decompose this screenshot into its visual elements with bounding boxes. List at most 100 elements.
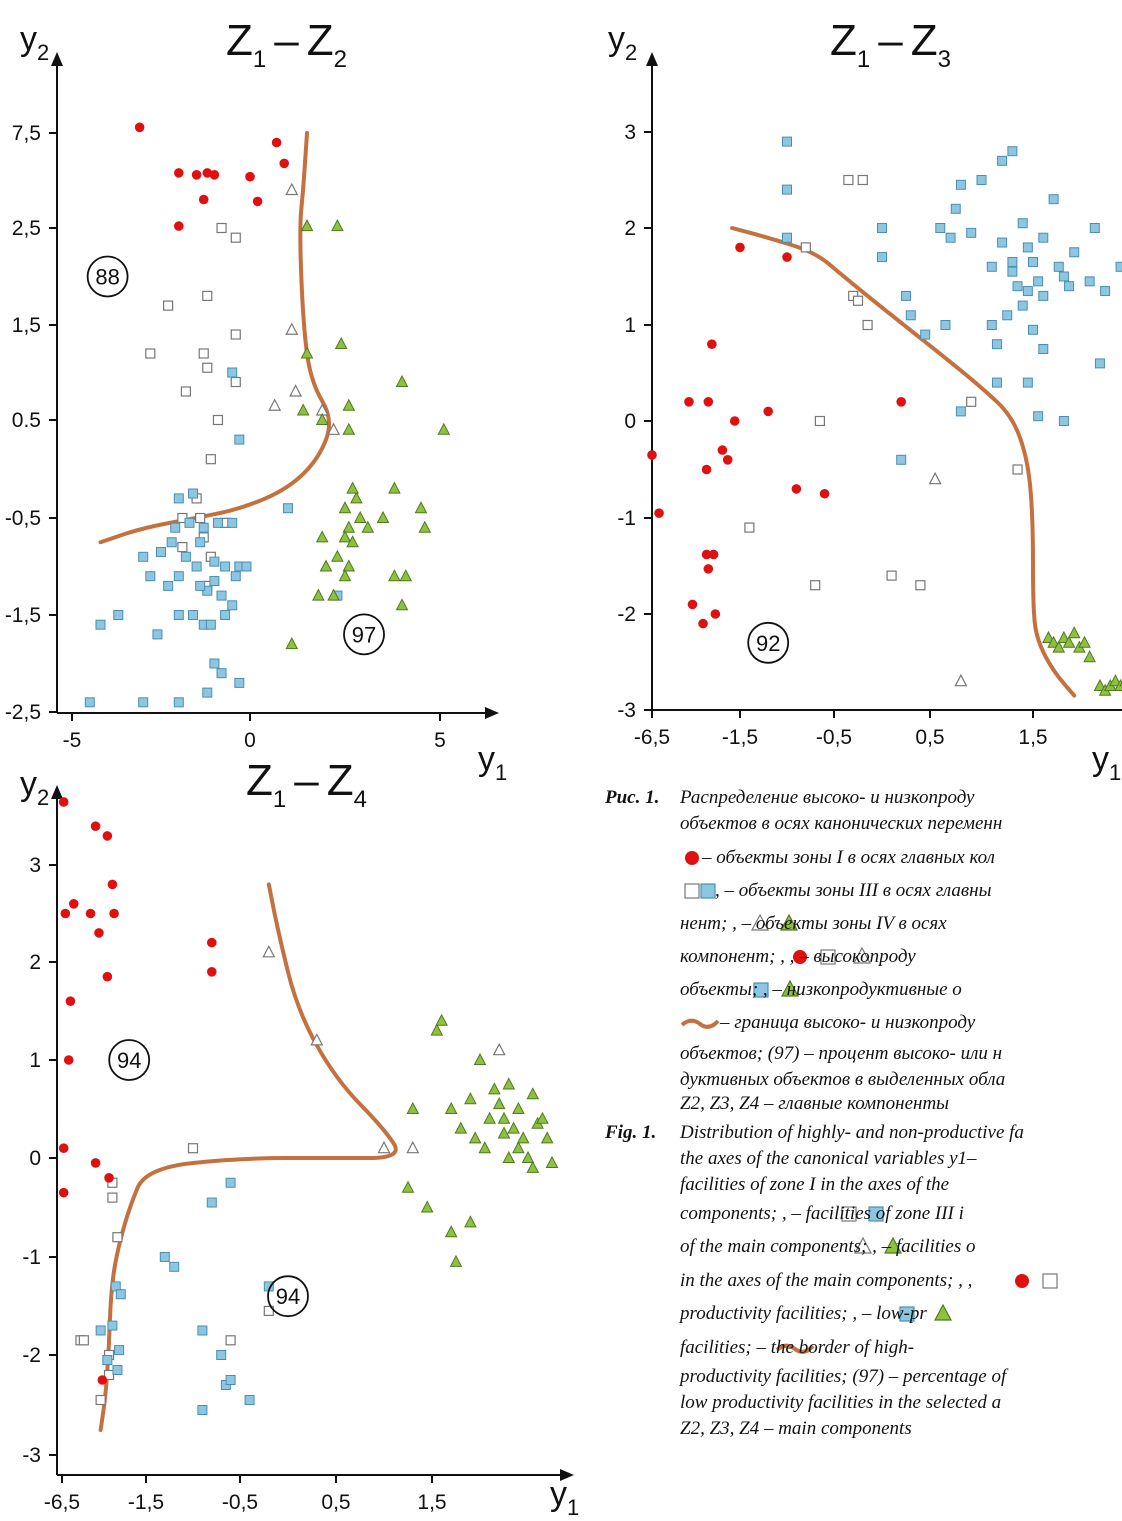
- low-productivity-square-point: [227, 600, 238, 611]
- high-productivity-square-point: [800, 242, 811, 253]
- low-productivity-square-point: [986, 261, 997, 272]
- high-productivity-triangle-point: [928, 471, 942, 485]
- low-productivity-square-point: [152, 629, 163, 640]
- x-tick-label: 0,5: [321, 1491, 350, 1514]
- high-productivity-square-point: [225, 1335, 236, 1346]
- high-productivity-square-point: [744, 522, 755, 533]
- low-productivity-square-point: [212, 517, 223, 528]
- title-dash: –: [274, 16, 299, 65]
- low-productivity-square-point: [209, 556, 220, 567]
- low-productivity-square-point: [173, 493, 184, 504]
- low-productivity-square-point: [209, 576, 220, 587]
- low-productivity-square-point: [114, 1345, 125, 1356]
- high-productivity-triangle-point: [492, 1042, 506, 1056]
- low-productivity-triangle-point: [1083, 650, 1096, 663]
- zone1-circle-point: [90, 821, 101, 831]
- low-productivity-square-point: [782, 184, 792, 195]
- low-productivity-square-point: [1115, 261, 1122, 272]
- low-productivity-square-point: [1028, 256, 1038, 267]
- high-productivity-square-point: [966, 396, 977, 407]
- low-productivity-square-point: [205, 619, 216, 630]
- low-productivity-triangle-point: [512, 1101, 525, 1114]
- green-triangle-icon: [781, 979, 799, 997]
- zone1-circle-point: [654, 508, 664, 518]
- y-tick-label: 0: [29, 1147, 41, 1170]
- y-tick-label: -2,5: [5, 701, 41, 724]
- title-part: Z: [830, 16, 857, 65]
- title-dash: –: [294, 756, 319, 805]
- zone1-circle-point: [65, 996, 76, 1006]
- low-productivity-square-point: [1089, 223, 1100, 233]
- low-productivity-square-point: [197, 1405, 208, 1415]
- low-productivity-square-point: [112, 1365, 123, 1375]
- title-part: Z: [911, 16, 938, 65]
- low-productivity-square-point: [241, 561, 252, 572]
- low-productivity-square-point: [227, 517, 238, 528]
- title-part: Z: [327, 756, 354, 805]
- low-productivity-square-point: [997, 155, 1008, 166]
- low-productivity-square-point: [1002, 310, 1013, 321]
- low-productivity-triangle-point: [388, 569, 401, 582]
- boundary-icon: [775, 1343, 815, 1354]
- low-productivity-triangle-point: [346, 481, 359, 494]
- high-productivity-square-point: [216, 222, 227, 234]
- low-productivity-square-point: [138, 697, 149, 708]
- low-productivity-triangle-point: [1114, 678, 1122, 691]
- low-productivity-triangle-point: [497, 1126, 511, 1139]
- low-productivity-triangle-point: [526, 1087, 540, 1100]
- low-productivity-triangle-point: [437, 422, 451, 435]
- low-productivity-square-point: [1017, 218, 1028, 229]
- zone1-circle-point: [107, 879, 118, 890]
- low-productivity-square-point: [113, 610, 124, 620]
- x-tick-label: 5: [434, 729, 446, 752]
- boundary-curve: [98, 131, 332, 545]
- low-productivity-square-point: [877, 223, 887, 233]
- x-axis-label-subscript: 1: [495, 760, 507, 785]
- low-productivity-triangle-point: [521, 1150, 535, 1163]
- low-productivity-square-point: [1028, 324, 1038, 335]
- hollow-triangle-icon: [854, 1236, 872, 1254]
- low-productivity-triangle-point: [342, 422, 356, 435]
- x-tick-label: -6,5: [44, 1491, 80, 1514]
- zone1-circle-point: [58, 1143, 69, 1153]
- low-productivity-square-point: [782, 136, 792, 147]
- high-productivity-square-point: [1012, 464, 1023, 475]
- high-productivity-square-point: [163, 300, 174, 311]
- blue-square-icon: [899, 1306, 915, 1322]
- zone1-circle-point: [703, 397, 714, 407]
- low-productivity-triangle-point: [1067, 626, 1081, 639]
- low-productivity-triangle-point: [449, 1254, 463, 1267]
- low-productivity-square-point: [1038, 290, 1049, 301]
- x-tick-label: 1,5: [1018, 726, 1047, 749]
- low-productivity-triangle-point: [342, 520, 356, 533]
- y-tick-label: 2,5: [12, 217, 41, 240]
- low-productivity-square-point: [184, 517, 195, 528]
- zone1-circle-point: [271, 137, 282, 148]
- y-axis-label-subscript: 2: [625, 40, 637, 65]
- low-productivity-square-point: [1100, 286, 1111, 297]
- low-productivity-triangle-point: [300, 346, 314, 359]
- high-productivity-square-point: [202, 362, 213, 373]
- low-productivity-square-point: [782, 232, 792, 243]
- high-productivity-square-point: [95, 1394, 106, 1406]
- caption-legend-icons: [680, 851, 1058, 1354]
- high-productivity-square-point: [180, 386, 192, 397]
- boundary-curve: [98, 882, 398, 1432]
- high-productivity-square-point: [886, 570, 897, 581]
- low-productivity-square-point: [1084, 276, 1095, 287]
- percent-label-text: 97: [352, 622, 376, 647]
- low-productivity-square-point: [950, 203, 961, 214]
- high-productivity-square-point: [230, 376, 241, 388]
- low-productivity-square-point: [1007, 256, 1018, 267]
- hollow-triangle-icon: [853, 946, 871, 964]
- low-productivity-square-point: [1069, 247, 1080, 258]
- y-axis-label: y2: [608, 20, 637, 65]
- high-productivity-square-point: [112, 1232, 123, 1243]
- low-productivity-square-point: [180, 551, 191, 562]
- zone1-circle-point: [198, 194, 209, 205]
- low-productivity-triangle-point: [1042, 630, 1055, 643]
- low-productivity-square-point: [170, 522, 181, 533]
- low-productivity-triangle-point: [464, 1215, 477, 1228]
- x-axis-arrow: [485, 707, 499, 719]
- low-productivity-square-point: [1033, 276, 1044, 287]
